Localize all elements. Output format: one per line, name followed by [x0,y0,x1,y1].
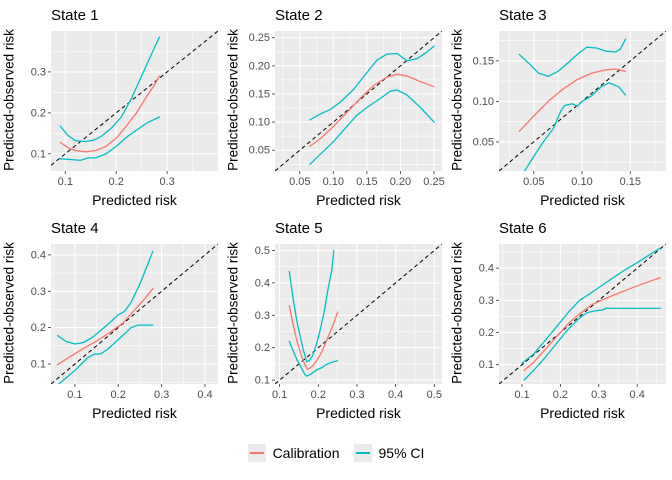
x-axis-title: Predicted risk [540,405,625,421]
svg-text:0.4: 0.4 [388,389,403,401]
subplot-state-5: State 5 Predicted-observed risk 0.1 0.2 0.… [224,213,448,426]
svg-text:0.3: 0.3 [154,389,169,401]
panel-state-2: 0.05 0.10 0.15 0.20 0.25 0.05 0.10 0.15 0.20 0.25 [241,28,448,191]
panel-state-3: 0.05 0.10 0.15 0.05 0.10 0.15 [465,28,672,191]
svg-text:0.15: 0.15 [620,176,641,188]
svg-text:0.1: 0.1 [255,375,270,387]
svg-text:0.05: 0.05 [523,176,544,188]
svg-text:0.2: 0.2 [479,327,494,339]
x-axis-title: Predicted risk [316,192,401,208]
svg-text:0.1: 0.1 [514,389,529,401]
plot-title-state-5: State 5 [275,220,323,237]
x-axis-title: Predicted risk [316,405,401,421]
svg-text:0.20: 0.20 [390,176,411,188]
plot-title-state-1: State 1 [51,7,99,24]
svg-text:0.2: 0.2 [109,176,124,188]
subplot-state-6: State 6 Predicted-observed risk 0.1 0.2 0.… [448,213,672,426]
plot-title-state-6: State 6 [499,220,547,237]
svg-text:0.1: 0.1 [58,176,73,188]
svg-text:0.5: 0.5 [427,389,442,401]
x-axis-title: Predicted risk [92,405,177,421]
y-axis-title: Predicted-observed risk [449,28,464,171]
x-axis-title: Predicted risk [540,192,625,208]
svg-text:0.4: 0.4 [197,389,212,401]
svg-text:0.2: 0.2 [111,389,126,401]
svg-text:0.3: 0.3 [159,176,174,188]
svg-text:0.3: 0.3 [31,286,46,298]
svg-text:0.3: 0.3 [31,66,46,78]
legend-key-calibration [247,444,266,462]
calibration-plot-grid: State 1 Predicted-observed risk 0.1 0.2 0.… [0,0,672,426]
y-axis-title: Predicted-observed risk [1,241,16,384]
svg-text:0.20: 0.20 [249,60,270,72]
svg-text:0.2: 0.2 [553,389,568,401]
svg-text:0.1: 0.1 [31,359,46,371]
svg-text:0.05: 0.05 [249,145,270,157]
svg-text:0.4: 0.4 [31,249,46,261]
plot-title-state-2: State 2 [275,7,323,24]
svg-text:0.3: 0.3 [349,389,364,401]
svg-text:0.2: 0.2 [31,107,46,119]
y-axis-title: Predicted-observed risk [1,28,16,171]
svg-text:0.15: 0.15 [356,176,377,188]
x-axis-title: Predicted risk [92,192,177,208]
svg-text:0.4: 0.4 [255,277,270,289]
svg-text:0.10: 0.10 [473,96,494,108]
svg-text:0.25: 0.25 [249,32,270,44]
calibration-line-icon [249,452,264,454]
subplot-state-4: State 4 Predicted-observed risk 0.1 0.2 0.… [0,213,224,426]
svg-text:0.3: 0.3 [591,389,606,401]
svg-text:0.4: 0.4 [630,389,645,401]
legend-label-95ci: 95% CI [378,445,425,461]
svg-text:0.2: 0.2 [31,322,46,334]
svg-text:0.25: 0.25 [423,176,444,188]
plot-title-state-4: State 4 [51,220,99,237]
svg-text:0.1: 0.1 [31,148,46,160]
legend-item-95ci: 95% CI [353,444,425,462]
svg-text:0.4: 0.4 [479,263,494,275]
svg-text:0.05: 0.05 [289,176,310,188]
svg-text:0.05: 0.05 [473,136,494,148]
y-axis-title: Predicted-observed risk [449,241,464,384]
svg-text:0.10: 0.10 [249,117,270,129]
svg-text:0.10: 0.10 [323,176,344,188]
legend-item-calibration: Calibration [247,444,340,462]
panel-state-5: 0.1 0.2 0.3 0.4 0.5 0.1 0.2 0.3 0.4 0.5 [241,241,448,404]
legend-key-95ci [353,444,372,462]
svg-text:0.15: 0.15 [473,55,494,67]
legend: Calibration 95% CI [0,426,672,480]
panel-state-6: 0.1 0.2 0.3 0.4 0.1 0.2 0.3 0.4 [465,241,672,404]
y-axis-title: Predicted-observed risk [225,28,240,171]
subplot-state-1: State 1 Predicted-observed risk 0.1 0.2 0.… [0,0,224,213]
svg-text:0.1: 0.1 [479,359,494,371]
svg-text:0.3: 0.3 [255,310,270,322]
legend-label-calibration: Calibration [272,445,340,461]
svg-text:0.1: 0.1 [272,389,287,401]
y-axis-title: Predicted-observed risk [225,241,240,384]
svg-text:0.3: 0.3 [479,295,494,307]
svg-text:0.2: 0.2 [311,389,326,401]
panel-state-4: 0.1 0.2 0.3 0.4 0.1 0.2 0.3 0.4 [17,241,224,404]
panel-state-1: 0.1 0.2 0.3 0.1 0.2 0.3 [17,28,224,191]
subplot-state-3: State 3 Predicted-observed risk 0.05 0.10… [448,0,672,213]
ci-line-icon [355,452,370,454]
svg-text:0.10: 0.10 [571,176,592,188]
plot-title-state-3: State 3 [499,7,547,24]
subplot-state-2: State 2 Predicted-observed risk 0.05 0.10… [224,0,448,213]
svg-text:0.1: 0.1 [67,389,82,401]
svg-text:0.5: 0.5 [255,245,270,257]
svg-text:0.2: 0.2 [255,342,270,354]
svg-text:0.15: 0.15 [249,89,270,101]
